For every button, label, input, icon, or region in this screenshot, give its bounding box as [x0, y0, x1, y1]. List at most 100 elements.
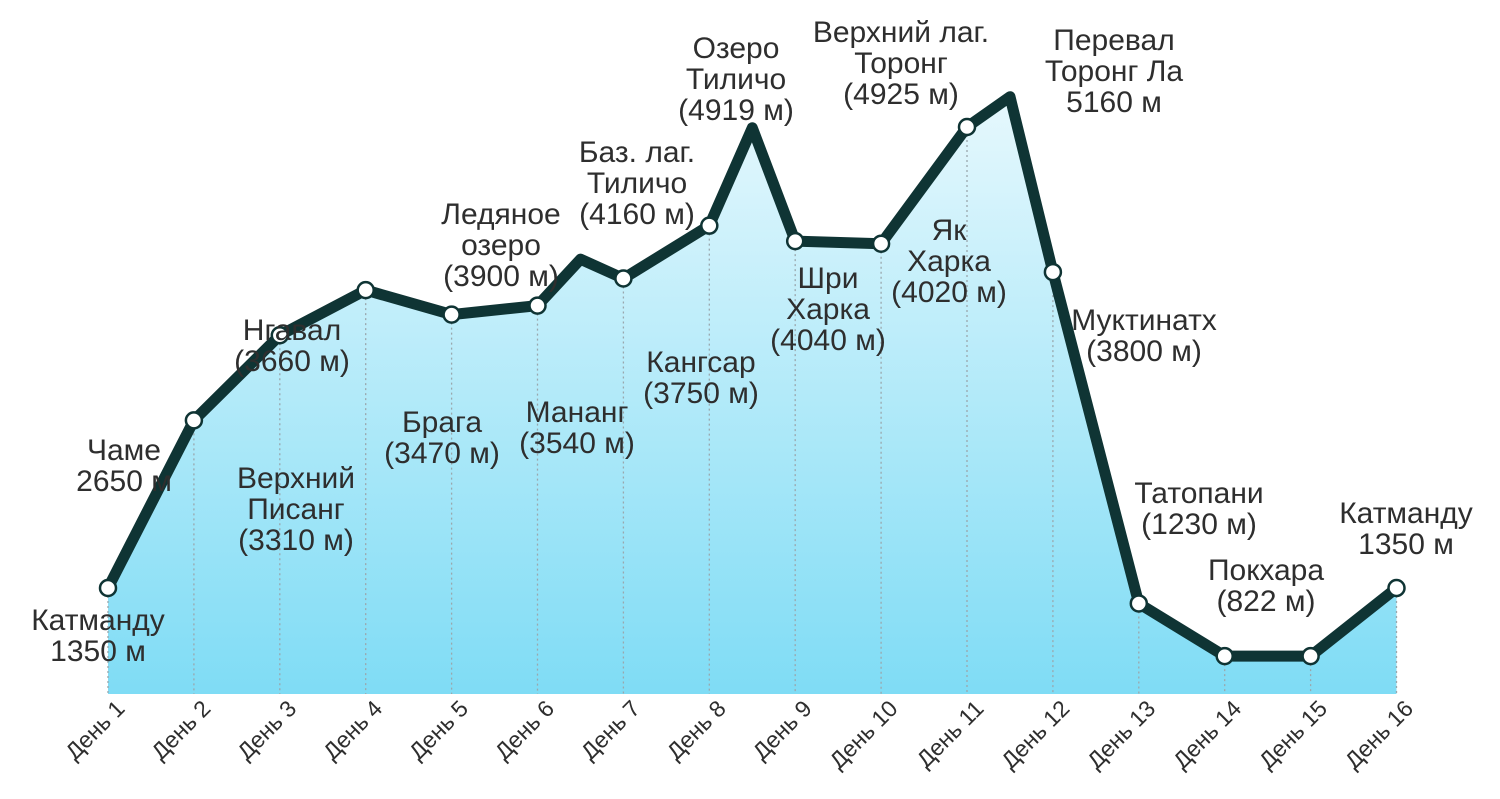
x-tick-label: День 1	[60, 695, 129, 764]
camp-label-line: (3750 м)	[643, 377, 759, 410]
camp-label-line: 5160 м	[1066, 86, 1162, 119]
camp-label-line: Нгавал	[243, 314, 341, 347]
camp-label-line: (3900 м)	[443, 260, 559, 293]
camp-label-ice-lake: Ледяное озеро (3900 м)	[441, 198, 560, 293]
camp-label-line: Верхний лаг.	[813, 16, 989, 49]
camp-label-line: Торонг Ла	[1045, 55, 1184, 88]
x-tick-label: День 5	[404, 695, 473, 764]
camp-label-line: Тиличо	[686, 63, 786, 96]
camp-label-kathmandu-start: Катманду 1350 м	[31, 604, 165, 668]
camp-marker	[614, 269, 633, 288]
camp-label-tatopani: Татопани (1230 м)	[1134, 477, 1263, 541]
x-tick-label: День 10	[824, 695, 903, 774]
x-tick-label: День 11	[911, 695, 988, 772]
camp-marker	[528, 296, 547, 315]
camp-label-line: (3800 м)	[1086, 335, 1202, 368]
camp-label-chame: Чаме 2650 м	[76, 434, 172, 498]
x-tick-label: День 7	[575, 695, 644, 764]
elevation-area	[108, 96, 1397, 694]
x-tick-label: День 15	[1254, 695, 1333, 774]
camp-label-line: Озеро	[693, 32, 780, 65]
camp-label-line: Харка	[786, 293, 870, 326]
x-tick-label: День 4	[318, 695, 388, 765]
camp-label-line: (1230 м)	[1141, 508, 1257, 541]
camp-label-line: Татопани	[1134, 477, 1263, 510]
camp-label-line: озеро	[461, 229, 541, 262]
camp-label-muktinath: Муктинатх (3800 м)	[1071, 304, 1217, 368]
camp-label-line: 2650 м	[76, 465, 172, 498]
camp-label-kangsar: Кангсар (3750 м)	[643, 346, 759, 410]
camp-label-thorong-la-pass: Перевал Торонг Ла 5160 м	[1045, 24, 1184, 119]
camp-markers	[98, 117, 1406, 666]
x-tick-label: День 12	[996, 695, 1075, 774]
camp-label-line: (3310 м)	[238, 524, 354, 557]
camp-label-braga: Брага (3470 м)	[384, 406, 500, 470]
camp-label-tilicho-base: Баз. лаг. Тиличо (4160 м)	[579, 136, 695, 231]
camp-label-line: Чаме	[87, 434, 161, 467]
camp-label-line: (4925 м)	[843, 78, 959, 111]
camp-label-line: Тиличо	[587, 167, 687, 200]
camp-label-line: (3540 м)	[519, 427, 635, 460]
x-axis-ticks: День 1 День 2 День 3 День 4 День 5 День 6 День…	[60, 695, 1418, 774]
camp-marker	[785, 231, 805, 251]
camp-label-yak-kharka: Як Харка (4020 м)	[891, 214, 1007, 309]
camp-marker	[700, 216, 719, 235]
x-tick-label: День 14	[1168, 695, 1247, 774]
camp-label-line: Катманду	[1339, 497, 1473, 530]
camp-label-thorong-high-camp: Верхний лаг. Торонг (4925 м)	[813, 16, 989, 111]
camp-label-line: Харка	[907, 245, 991, 278]
area-fill	[108, 96, 1397, 694]
camp-label-line: Брага	[402, 406, 482, 439]
camp-label-line: Шри	[798, 262, 859, 295]
x-tick-label: День 6	[490, 695, 559, 764]
camp-label-line: Мананг	[526, 396, 629, 429]
camp-label-line: 1350 м	[1358, 528, 1454, 561]
x-tick-label: День 3	[232, 695, 301, 764]
camp-marker	[1301, 646, 1320, 666]
camp-marker	[270, 326, 290, 345]
camp-label-kathmandu-end: Катманду 1350 м	[1339, 497, 1473, 561]
camp-label-line: Торонг	[854, 47, 948, 80]
camp-label-line: Кангсар	[646, 346, 755, 379]
camp-label-shri-kharka: Шри Харка (4040 м)	[770, 262, 886, 357]
camp-label-line: Верхний	[237, 462, 355, 495]
camp-marker	[1215, 646, 1234, 666]
camp-label-ngawal: Нгавал (3660 м)	[234, 314, 350, 378]
camp-marker	[1043, 262, 1063, 282]
camp-label-manang: Мананг (3540 м)	[519, 396, 635, 460]
camp-label-line: Покхара	[1208, 554, 1324, 587]
camp-label-line: Муктинатх	[1071, 304, 1217, 337]
camp-label-line: 1350 м	[50, 635, 146, 668]
camp-label-line: (4919 м)	[678, 94, 794, 127]
camp-label-line: (4020 м)	[891, 276, 1007, 309]
camp-marker	[98, 578, 118, 598]
camp-marker	[1387, 578, 1406, 598]
camp-label-line: Писанг	[247, 493, 345, 526]
x-tick-label: День 8	[661, 695, 730, 764]
camp-marker	[356, 280, 375, 300]
camp-marker	[442, 305, 461, 324]
camp-label-line: (3660 м)	[234, 345, 350, 378]
camp-label-line: Ледяное	[441, 198, 560, 231]
camp-label-line: (4040 м)	[770, 324, 886, 357]
camp-label-line: (822 м)	[1217, 585, 1316, 618]
x-tick-label: День 13	[1082, 695, 1161, 774]
camp-marker	[871, 234, 891, 253]
day-gridlines	[107, 135, 1398, 694]
x-tick-label: День 2	[146, 695, 215, 764]
x-tick-label: День 16	[1340, 695, 1419, 774]
camp-label-line: Катманду	[31, 604, 165, 637]
x-tick-label: День 9	[747, 695, 816, 764]
camp-label-line: Баз. лаг.	[579, 136, 695, 169]
camp-label-line: Перевал	[1053, 24, 1174, 57]
camp-label-tilicho-lake: Озеро Тиличо (4919 м)	[678, 32, 794, 127]
camp-marker	[957, 117, 977, 137]
camp-label-upper-pisang: Верхний Писанг (3310 м)	[237, 462, 355, 557]
camp-marker	[184, 411, 204, 430]
camp-label-line: (3470 м)	[384, 437, 500, 470]
camp-label-line: (4160 м)	[579, 198, 695, 231]
camp-marker	[1129, 594, 1149, 613]
camp-label-pokhara: Покхара (822 м)	[1208, 554, 1324, 618]
